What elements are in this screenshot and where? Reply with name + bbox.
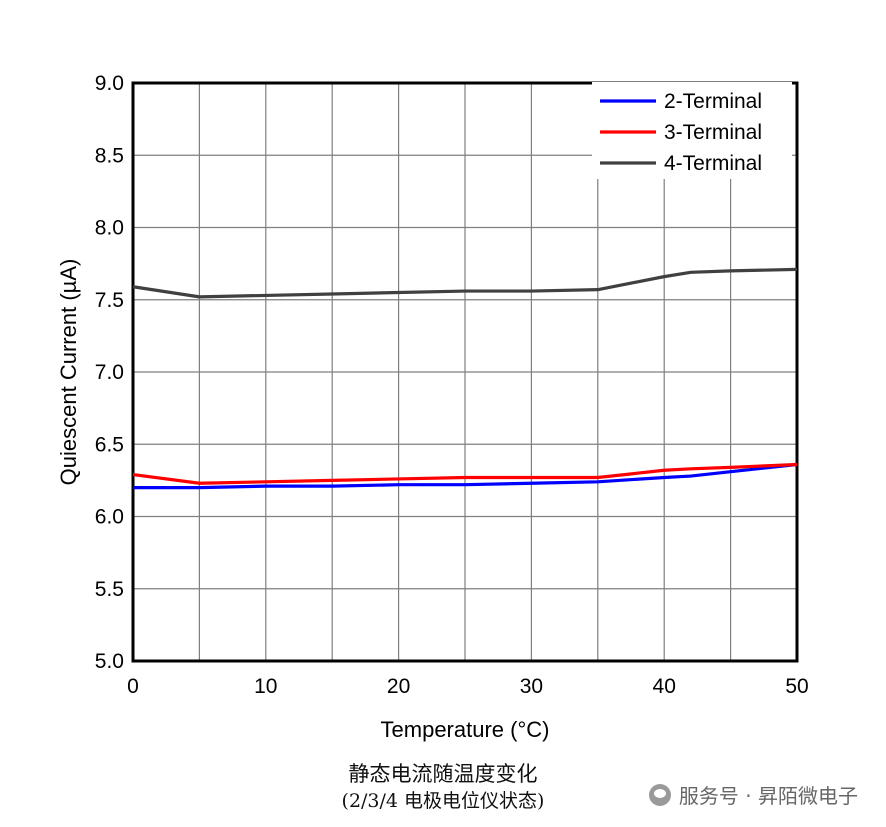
- y-tick-label: 5.0: [95, 650, 124, 673]
- y-tick-label: 9.0: [95, 72, 124, 95]
- y-tick-label: 7.5: [95, 289, 124, 312]
- series-layer: [132, 267, 798, 490]
- x-tick-label: 50: [785, 675, 808, 698]
- caption-title: 静态电流随温度变化: [348, 762, 538, 786]
- x-tick-label: 0: [127, 675, 139, 698]
- grid: [133, 83, 797, 661]
- y-tick-label: 6.0: [95, 506, 124, 529]
- plot-frame: [131, 81, 799, 663]
- legend-label: 3-Terminal: [664, 121, 762, 144]
- y-tick-label: 6.5: [95, 433, 124, 456]
- legend-label: 2-Terminal: [664, 90, 762, 113]
- watermark-text: 服务号 · 昇陌微电子: [678, 784, 858, 808]
- y-axis-label: Quiescent Current (µA): [56, 259, 81, 486]
- legend: 2-Terminal 3-Terminal 4-Terminal: [592, 82, 792, 179]
- series-line-4-terminal: [132, 267, 798, 299]
- x-tick-label: 30: [520, 675, 543, 698]
- x-tick-label: 40: [653, 675, 676, 698]
- caption-subtitle: (2/3/4 电极电位仪状态): [341, 790, 545, 812]
- y-tick-label: 8.0: [95, 217, 124, 240]
- y-tick-label: 8.5: [95, 144, 124, 167]
- series-line-3-terminal: [132, 462, 798, 485]
- wechat-icon: [648, 783, 671, 806]
- y-tick-label: 5.5: [95, 578, 124, 601]
- tick-labels: 0 10 20 30 40 50 5.0 5.5 6.0 6.5 7.0 7.5 8.0 8.5 9.0: [95, 72, 809, 698]
- legend-label: 4-Terminal: [664, 152, 762, 175]
- series-line-2-terminal: [133, 462, 798, 490]
- y-tick-label: 7.0: [95, 361, 124, 384]
- watermark: 服务号 · 昇陌微电子: [648, 780, 858, 809]
- x-tick-label: 20: [387, 675, 410, 698]
- x-axis-label: Temperature (°C): [381, 717, 550, 742]
- x-tick-label: 10: [254, 675, 277, 698]
- chart: 0 10 20 30 40 50 5.0 5.5 6.0 6.5 7.0 7.5 8.0 8.5 9.0 T…: [56, 72, 809, 742]
